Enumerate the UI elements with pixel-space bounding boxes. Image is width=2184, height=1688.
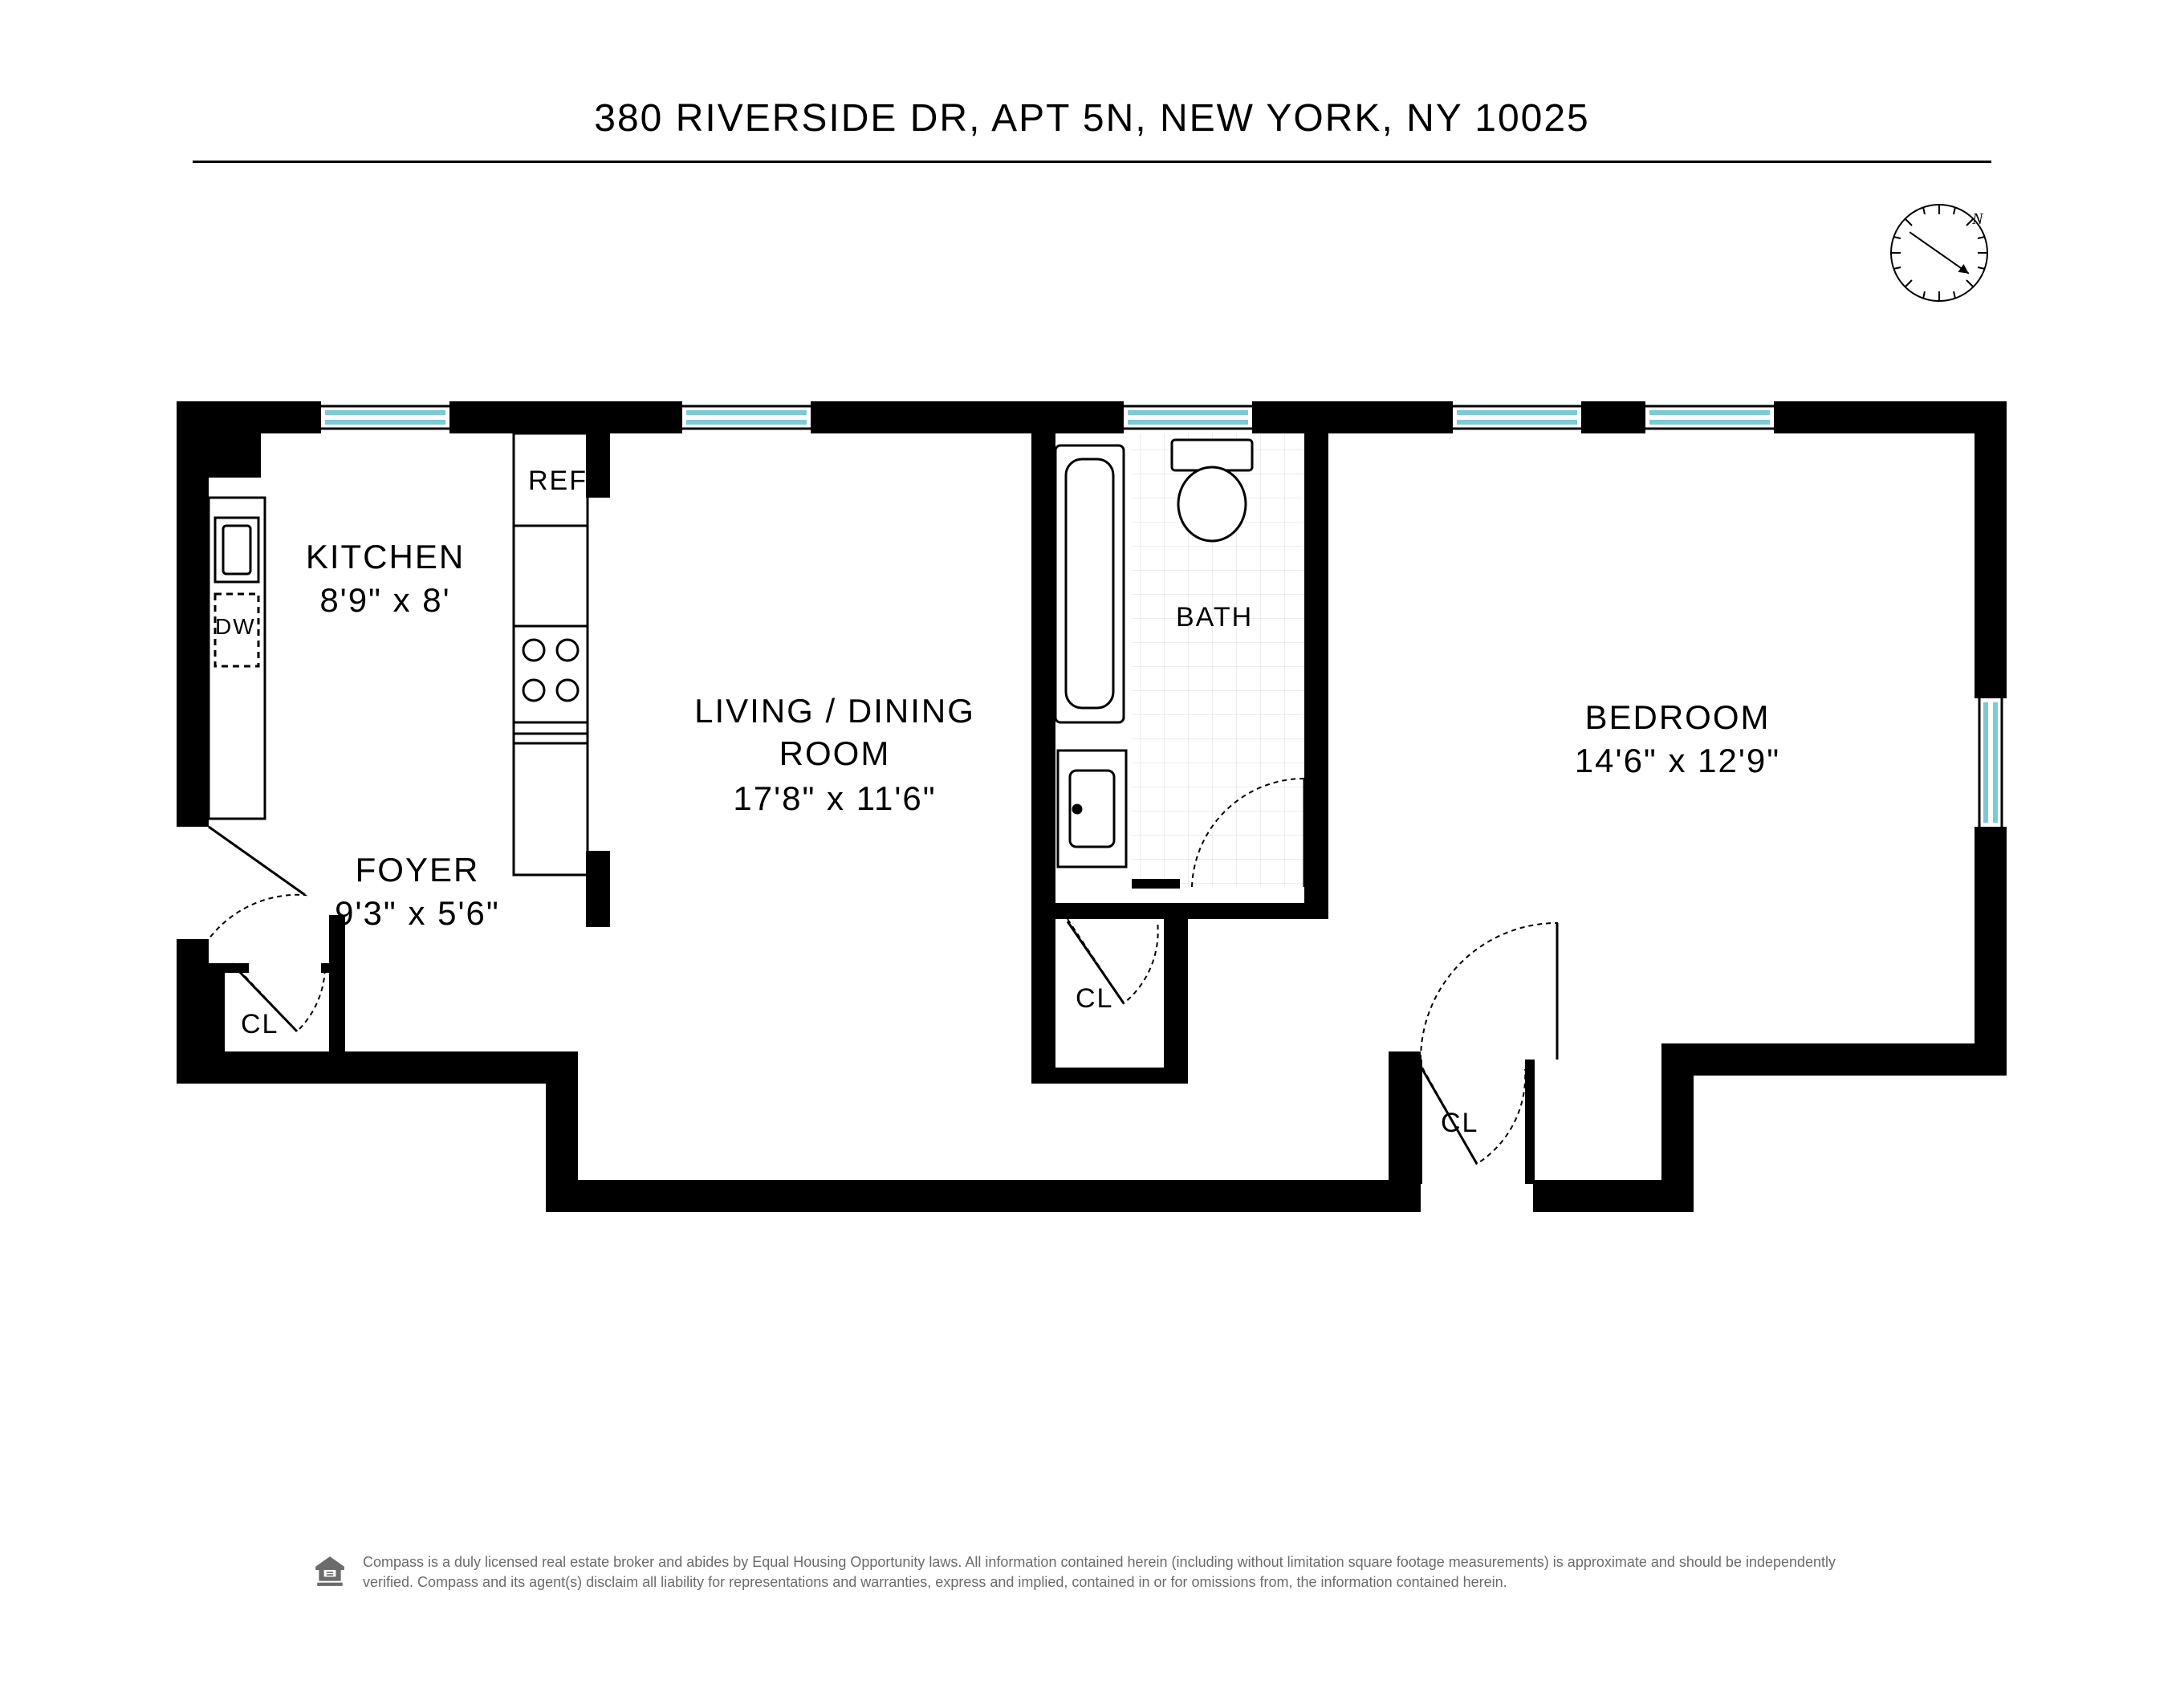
dw-label: DW <box>215 614 256 640</box>
footer: Compass is a duly licensed real estate b… <box>313 1552 1871 1592</box>
header: 380 RIVERSIDE DR, APT 5N, NEW YORK, NY 1… <box>0 96 2184 140</box>
address-title: 380 RIVERSIDE DR, APT 5N, NEW YORK, NY 1… <box>0 96 2184 140</box>
kitchen-label: KITCHEN 8'9" x 8' <box>281 538 490 620</box>
closet1-label: CL <box>241 1009 279 1040</box>
equal-housing-icon <box>313 1554 347 1588</box>
closet2-label: CL <box>1076 983 1113 1015</box>
door-arcs <box>209 779 1557 1164</box>
foyer-label: FOYER 9'3" x 5'6" <box>313 851 522 933</box>
bedroom-label: BEDROOM 14'6" x 12'9" <box>1493 698 1862 780</box>
compass-north-label: N <box>1971 210 1984 228</box>
kitchen-fixtures <box>209 433 588 875</box>
floorplan: KITCHEN 8'9" x 8' LIVING / DINING ROOM 1… <box>177 401 2007 1284</box>
compass-icon: N <box>1887 201 1991 305</box>
disclaimer-text: Compass is a duly licensed real estate b… <box>363 1552 1871 1592</box>
living-label: LIVING / DINING ROOM 17'8" x 11'6" <box>650 690 1019 818</box>
closet3-label: CL <box>1441 1108 1478 1139</box>
header-divider <box>193 161 1991 163</box>
door-leafs <box>209 779 1557 1164</box>
bath-label: BATH <box>1176 602 1253 633</box>
ref-label: REF <box>528 466 588 497</box>
